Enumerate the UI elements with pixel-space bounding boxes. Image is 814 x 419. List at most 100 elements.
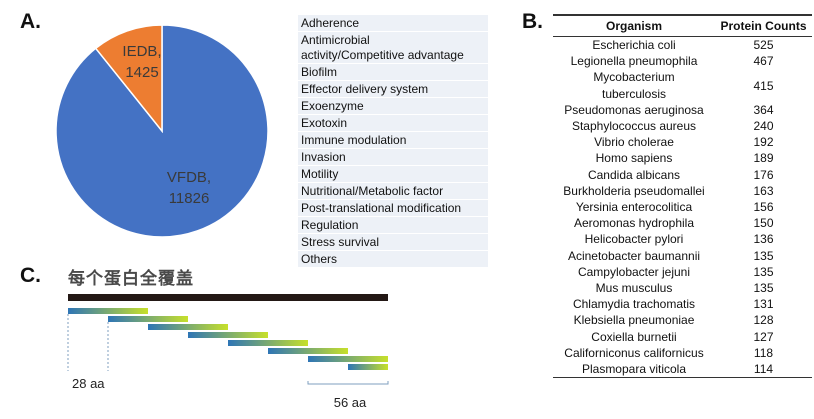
table-row: Mycobacterium tuberculosis 415 (553, 69, 812, 101)
coverage-title: 每个蛋白全覆盖 (68, 269, 194, 289)
virulence-category-list: Adherence Antimicrobial activity/Competit… (298, 15, 488, 268)
protein-count: 415 (753, 78, 774, 93)
peptide-fragment (268, 348, 348, 354)
protein-count: 136 (753, 232, 774, 247)
protein-count: 364 (753, 102, 774, 117)
table-row: Aeromonas hydrophila 150 (553, 215, 812, 231)
table-row: Staphylococcus aureus 240 (553, 118, 812, 134)
table-row: Mus musculus 135 (553, 280, 812, 296)
protein-count: 189 (753, 151, 774, 166)
organism-name: Aeromonas hydrophila (573, 216, 695, 231)
category-item: Stress survival (298, 234, 488, 251)
category-item: Invasion (298, 149, 488, 166)
table-row: Candida albicans 176 (553, 167, 812, 183)
peptide-fragment (188, 332, 268, 338)
pie-slice-iedb (94, 24, 163, 134)
table-row: Pseudomonas aeruginosa 364 (553, 102, 812, 118)
organism-name: Campylobacter jejuni (577, 264, 691, 279)
organism-name: Plasmopara viticola (553, 361, 715, 379)
panel-label-a: A. (20, 10, 41, 33)
table-row: Helicobacter pylori 136 (553, 231, 812, 247)
category-item: Biofilm (298, 64, 488, 81)
pie-label-vfdb: VFDB, (167, 169, 211, 186)
step-size-label: 56 aa (334, 395, 367, 410)
peptide-fragment (108, 316, 188, 322)
organism-name: Candida albicans (587, 167, 681, 182)
protein-bar (68, 294, 388, 301)
panel-label-b: B. (522, 10, 543, 33)
organism-name: Legionella pneumophila (570, 54, 698, 69)
table-row: Yersinia enterocolitica 156 (553, 199, 812, 215)
organism-name: Yersinia enterocolitica (575, 200, 693, 215)
peptide-fragment (68, 308, 148, 314)
protein-count: 176 (753, 167, 774, 182)
table-row: Klebsiella pneumoniae 128 (553, 312, 812, 328)
protein-count: 240 (753, 119, 774, 134)
protein-count: 127 (753, 329, 774, 344)
pie-value-iedb: 1425 (125, 64, 158, 81)
category-item: Others (298, 251, 488, 268)
protein-count: 135 (753, 281, 774, 296)
protein-count: 128 (753, 313, 774, 328)
category-item: Antimicrobial activity/Competitive advan… (298, 32, 488, 64)
organism-table: Organism Protein Counts Escherichia coli… (553, 14, 812, 379)
peptide-fragment (148, 324, 228, 330)
category-item: Adherence (298, 15, 488, 32)
organism-name: Burkholderia pseudomallei (563, 183, 705, 198)
organism-name: Homo sapiens (595, 151, 673, 166)
organism-name: Escherichia coli (592, 38, 676, 52)
table-row: Acinetobacter baumannii 135 (553, 248, 812, 264)
panel-label-c: C. (20, 264, 41, 287)
organism-name: Acinetobacter baumannii (567, 248, 701, 263)
pie-value-vfdb: 11826 (169, 190, 210, 207)
category-item: Exotoxin (298, 115, 488, 132)
organism-name: Mycobacterium tuberculosis (593, 70, 675, 101)
table-row: Escherichia coli 525 (553, 37, 812, 54)
table-row: Campylobacter jejuni 135 (553, 264, 812, 280)
protein-count: 525 (753, 38, 774, 52)
protein-count: 118 (753, 345, 774, 360)
organism-name: Vibrio cholerae (594, 135, 674, 150)
category-item: Nutritional/Metabolic factor (298, 183, 488, 200)
table-row: Californiconus californicus 118 (553, 345, 812, 361)
table-row: Legionella pneumophila 467 (553, 53, 812, 69)
category-item: Exoenzyme (298, 98, 488, 115)
organism-name: Staphylococcus aureus (571, 119, 697, 134)
step-bracket (307, 381, 389, 385)
organism-name: Coxiella burnetii (591, 329, 677, 344)
table-row: Homo sapiens 189 (553, 150, 812, 166)
protein-count: 135 (753, 264, 774, 279)
table-row: Coxiella burnetii 127 (553, 329, 812, 345)
protein-count: 150 (753, 216, 774, 231)
organism-name: Mus musculus (595, 281, 673, 296)
organism-name: Pseudomonas aeruginosa (564, 102, 704, 117)
table-row: Plasmopara viticola 114 (553, 361, 812, 379)
protein-count: 135 (753, 248, 774, 263)
protein-count: 467 (753, 54, 774, 69)
table-row: Burkholderia pseudomallei 163 (553, 183, 812, 199)
table-row: Vibrio cholerae 192 (553, 134, 812, 150)
protein-count: 156 (753, 200, 774, 215)
category-item: Post-translational modification (298, 200, 488, 217)
category-item: Effector delivery system (298, 81, 488, 98)
category-item: Immune modulation (298, 132, 488, 149)
peptide-fragment (308, 356, 388, 362)
protein-count: 114 (715, 361, 812, 379)
source-pie-chart: IEDB, 1425 VFDB, 11826 (55, 24, 269, 238)
header-protein-counts: Protein Counts (715, 14, 812, 37)
header-organism: Organism (553, 14, 715, 37)
category-item: Regulation (298, 217, 488, 234)
window-size-label: 28 aa (72, 376, 105, 391)
table-row: Chlamydia trachomatis 131 (553, 296, 812, 312)
pie-label-iedb: IEDB, (122, 43, 161, 60)
organism-name: Helicobacter pylori (584, 232, 684, 247)
organism-name: Klebsiella pneumoniae (573, 313, 695, 328)
protein-count: 163 (753, 183, 774, 198)
peptide-fragment (348, 364, 388, 370)
peptide-fragment (228, 340, 308, 346)
coverage-diagram: 28 aa 56 aa (67, 294, 389, 410)
organism-name: Chlamydia trachomatis (572, 297, 696, 312)
category-item: Motility (298, 166, 488, 183)
protein-count: 131 (753, 297, 774, 312)
protein-count: 192 (753, 135, 774, 150)
